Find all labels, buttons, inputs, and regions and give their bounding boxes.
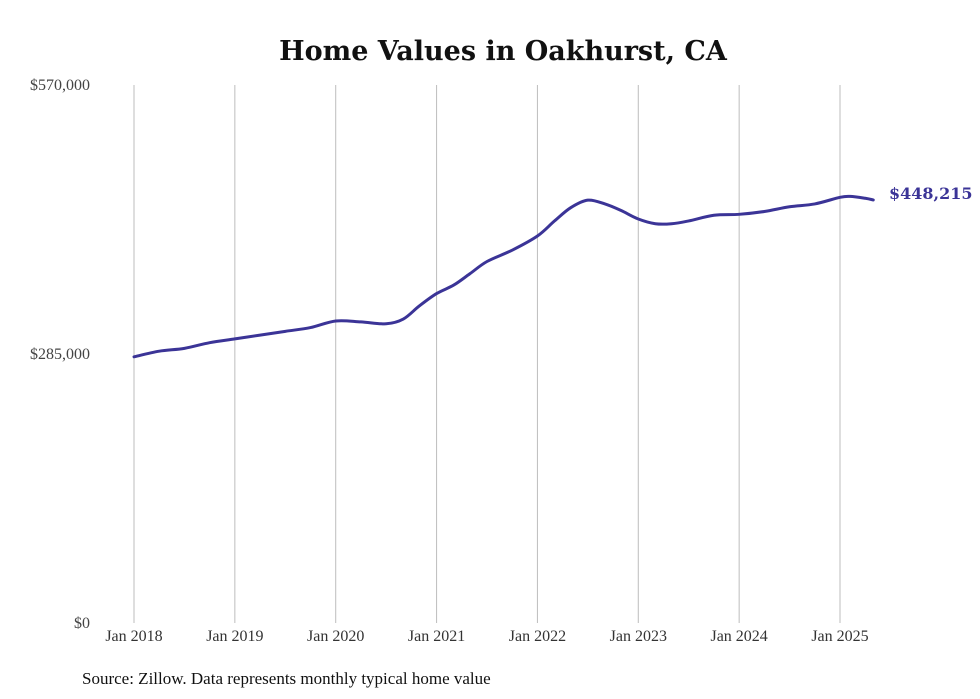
- data-point: [570, 207, 572, 209]
- data-point: [418, 305, 420, 307]
- data-point: [872, 199, 874, 201]
- data-point: [469, 273, 471, 275]
- data-point: [849, 195, 851, 197]
- data-point: [604, 203, 606, 205]
- data-point: [671, 223, 673, 225]
- x-tick-label: Jan 2024: [710, 628, 767, 645]
- data-point: [587, 199, 589, 201]
- y-axis-ticks: $0 $285,000 $570,000: [30, 77, 90, 632]
- data-point: [637, 218, 639, 220]
- x-tick-label: Jan 2020: [307, 628, 364, 645]
- x-tick-label: Jan 2025: [811, 628, 868, 645]
- y-tick-label: $570,000: [30, 77, 90, 94]
- series-line: [132, 194, 875, 359]
- data-point: [284, 330, 286, 332]
- series-lines: [132, 194, 875, 359]
- data-point: [511, 249, 513, 251]
- x-tick-label: Jan 2021: [408, 628, 465, 645]
- data-point: [209, 342, 211, 344]
- data-point: [839, 196, 841, 198]
- data-point: [688, 220, 690, 222]
- gridlines: [133, 85, 841, 623]
- data-point: [436, 293, 438, 295]
- data-point: [763, 210, 765, 212]
- data-point: [738, 213, 740, 215]
- data-point: [713, 214, 715, 216]
- chart-title: Home Values in Oakhurst, CA: [279, 36, 728, 67]
- data-point: [259, 334, 261, 336]
- data-point: [310, 327, 311, 329]
- data-point: [133, 356, 135, 358]
- x-tick-label: Jan 2018: [105, 628, 162, 645]
- x-tick-label: Jan 2019: [206, 628, 263, 645]
- y-tick-label: $285,000: [30, 346, 90, 363]
- data-point: [402, 318, 404, 320]
- end-value-label: $448,215: [889, 184, 973, 203]
- data-point: [385, 323, 387, 325]
- data-point: [486, 261, 488, 263]
- data-point: [335, 320, 337, 322]
- source-note: Source: Zillow. Data represents monthly …: [82, 669, 491, 688]
- x-tick-label: Jan 2023: [610, 628, 667, 645]
- data-point: [789, 206, 791, 208]
- data-point: [234, 338, 236, 340]
- data-point: [536, 235, 538, 237]
- data-point: [453, 284, 455, 286]
- x-axis-ticks: Jan 2018 Jan 2019 Jan 2020 Jan 2021 Jan 2022…: [105, 628, 868, 645]
- data-point: [814, 203, 816, 205]
- y-tick-label: $0: [74, 615, 90, 632]
- data-point: [620, 210, 622, 212]
- x-tick-label: Jan 2022: [509, 628, 566, 645]
- data-point: [864, 197, 866, 199]
- data-point: [158, 350, 160, 352]
- data-point: [654, 223, 656, 225]
- data-point: [360, 321, 362, 323]
- data-point: [554, 220, 556, 222]
- data-point: [183, 347, 185, 349]
